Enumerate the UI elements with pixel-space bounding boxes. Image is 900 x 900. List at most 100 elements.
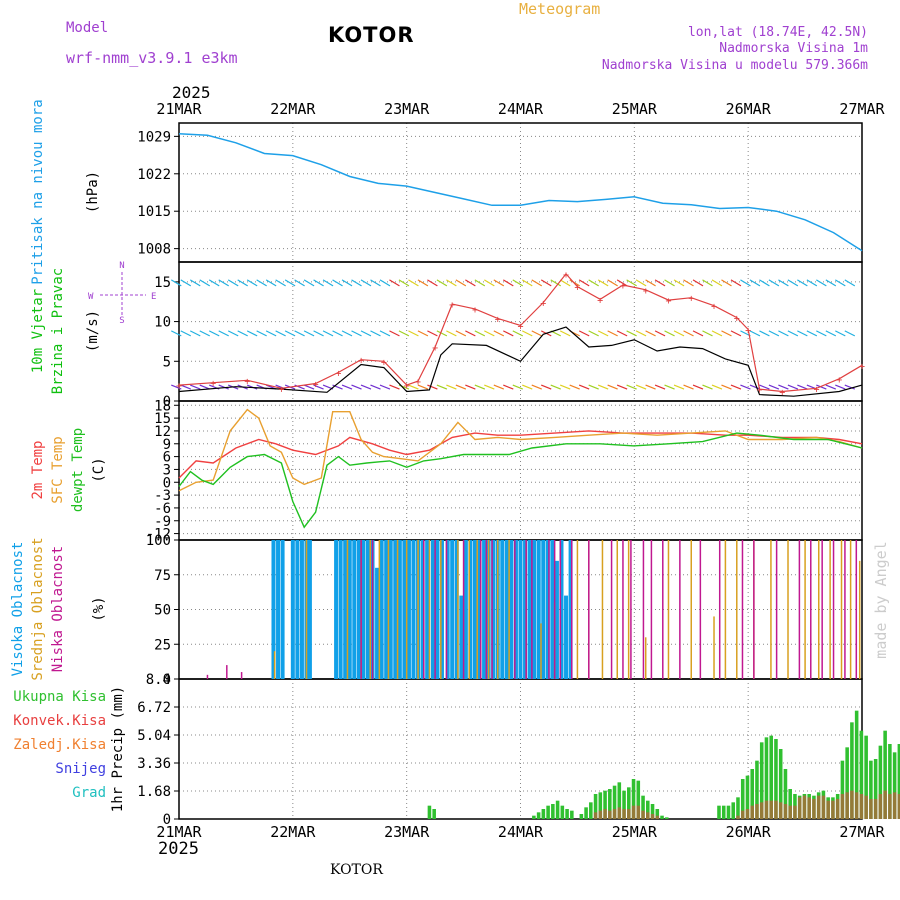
- wind-arrow: [275, 330, 286, 337]
- wind-arrow: [351, 330, 362, 337]
- cloud-bar-0: [365, 540, 370, 679]
- precip-bar-total: [869, 760, 873, 819]
- wind-arrow: [199, 279, 211, 287]
- wind-arrow: [673, 330, 685, 337]
- y-tick-label: 0: [163, 394, 171, 410]
- cloud-bar-0: [338, 540, 343, 679]
- precip-bar-convective: [854, 792, 859, 819]
- cloud-bar-1: [396, 540, 399, 679]
- cloud-bar-0: [356, 540, 361, 679]
- wind-arrow: [521, 279, 533, 287]
- station-title: KOTOR: [328, 23, 415, 47]
- cloud-bar-1: [829, 540, 831, 679]
- cloud-bar-2: [206, 674, 209, 679]
- cloud-bar-2: [588, 540, 590, 679]
- precip-bar-total: [878, 745, 883, 819]
- wind-arrow: [835, 330, 846, 337]
- precip-bar-total: [726, 805, 731, 819]
- wind-arrow: [626, 330, 637, 337]
- cloud-bar-0: [420, 540, 425, 679]
- wind-gust-marker: +: [665, 296, 671, 307]
- wind-subtitle: Brzina i Pravac: [50, 268, 66, 394]
- clouds-ylabel: (%): [91, 596, 107, 621]
- wind-arrow: [816, 279, 827, 287]
- wind-arrow: [797, 384, 808, 390]
- wind-arrow: [540, 279, 552, 287]
- cloud-title-mid: Srednja Oblacnost: [30, 537, 46, 680]
- cloud-bar-0: [352, 540, 357, 679]
- wind-arrow: [787, 384, 799, 390]
- wind-arrow: [635, 330, 647, 337]
- precip-bar-total: [736, 797, 740, 819]
- wind-arrow: [294, 279, 305, 287]
- y-tick-label: 1022: [137, 167, 171, 183]
- precip-bar-total: [546, 805, 550, 819]
- wind-arrow: [512, 279, 524, 287]
- precip-bar-convective: [759, 802, 764, 819]
- wind-gust-line: [178, 272, 863, 393]
- cloud-bar-0: [564, 595, 569, 679]
- wind-gust-marker: +: [358, 356, 364, 367]
- wind-arrow: [398, 279, 410, 287]
- time-label-bottom: 26MAR: [726, 823, 772, 841]
- wind-arrow: [626, 384, 637, 390]
- wind-arrow: [465, 330, 476, 337]
- cloud-bar-2: [360, 540, 362, 679]
- wind-gust-marker: +: [381, 357, 387, 368]
- wind-arrow: [664, 384, 675, 390]
- wind-arrow: [559, 330, 571, 337]
- wind-arrow: [455, 384, 467, 390]
- wind-gust-marker: +: [643, 286, 649, 297]
- wind-arrow: [597, 330, 609, 337]
- cloud-bar-2: [821, 540, 823, 679]
- wind-ylabel: (m/s): [85, 310, 101, 352]
- time-label-top: 24MAR: [498, 100, 544, 118]
- precip-bar-total: [532, 815, 536, 819]
- wind-arrow: [597, 384, 609, 390]
- cloud-bar-1: [787, 540, 789, 679]
- wind-arrow: [190, 384, 201, 390]
- precip-bar-total: [840, 760, 845, 819]
- cloud-bar-2: [810, 540, 812, 679]
- wind-title: 10m Vjetar: [30, 289, 46, 373]
- wind-arrow: [436, 279, 448, 287]
- y-tick-label: 50: [154, 603, 171, 619]
- cloud-bar-1: [736, 540, 738, 679]
- wind-gust-marker: +: [472, 305, 478, 316]
- cloud-bar-1: [849, 540, 852, 679]
- time-label-top: 25MAR: [612, 100, 658, 118]
- precip-ylabel: 1hr Precip (mm): [110, 686, 126, 812]
- precip-bar-convective: [769, 800, 773, 819]
- wind-arrow: [332, 330, 343, 337]
- precip-bar-convective: [793, 805, 797, 819]
- precip-bar-total: [731, 802, 736, 819]
- precip-bar-total: [584, 807, 588, 819]
- altitude-label: Nadmorska Visina 1m: [719, 41, 868, 56]
- cloud-bar-2: [371, 540, 374, 679]
- wind-arrow: [531, 279, 543, 287]
- wind-gust-marker: +: [836, 375, 842, 386]
- wind-arrow: [749, 279, 761, 287]
- cloud-bar-1: [713, 616, 715, 679]
- wind-arrow: [541, 384, 552, 390]
- wind-arrow: [408, 384, 419, 390]
- wind-arrow: [711, 330, 723, 337]
- pressure-line: [178, 132, 863, 252]
- cloud-bar-2: [445, 540, 448, 679]
- cloud-bar-2: [775, 540, 778, 679]
- wind-arrow: [607, 279, 618, 287]
- y-tick-label: 5.04: [137, 728, 171, 744]
- precip-bar-total: [769, 735, 773, 819]
- wind-arrow: [351, 384, 362, 390]
- cloud-bar-0: [334, 540, 339, 679]
- temp-title-sfc: SFC Temp: [50, 436, 66, 503]
- wind-arrow: [806, 330, 818, 337]
- wind-arrow: [237, 279, 248, 287]
- wind-arrow: [227, 279, 239, 287]
- wind-arrow: [237, 330, 248, 337]
- cloud-bar-1: [305, 540, 308, 679]
- cloud-bar-2: [650, 540, 653, 679]
- wind-arrow: [474, 330, 486, 337]
- precip-bar-convective: [593, 812, 598, 819]
- wind-arrow: [778, 384, 789, 390]
